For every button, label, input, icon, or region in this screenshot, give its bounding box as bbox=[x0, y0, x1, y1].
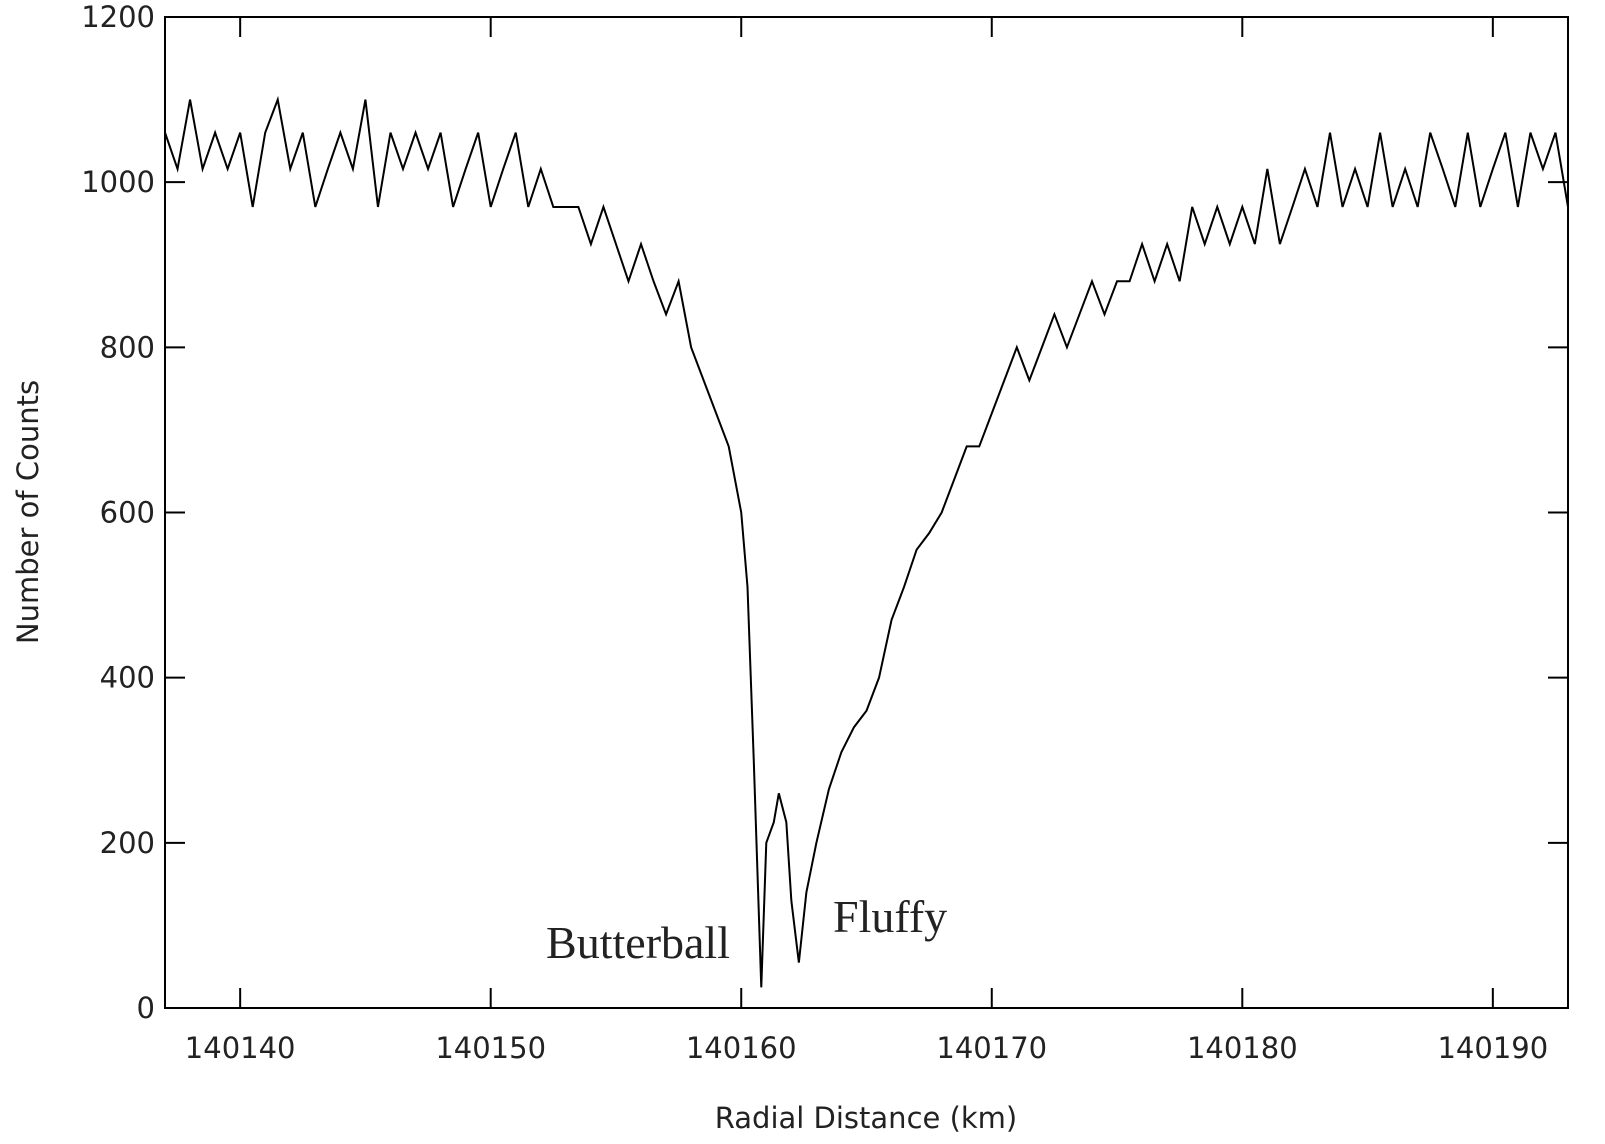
y-tick-label: 800 bbox=[100, 330, 155, 364]
y-axis-label: Number of Counts bbox=[11, 380, 45, 644]
x-tick-label: 140140 bbox=[185, 1031, 296, 1065]
data-line bbox=[164, 95, 1569, 988]
x-tick-label: 140170 bbox=[936, 1031, 1047, 1065]
y-tick-label: 1200 bbox=[81, 0, 155, 34]
y-tick-label: 400 bbox=[100, 661, 155, 695]
annotation: Fluffy bbox=[833, 891, 947, 942]
y-tick-label: 200 bbox=[100, 826, 155, 860]
x-tick-label: 140190 bbox=[1437, 1031, 1548, 1065]
x-axis-label: Radial Distance (km) bbox=[715, 1101, 1018, 1135]
y-tick-label: 0 bbox=[137, 991, 155, 1025]
plot-frame bbox=[164, 16, 1569, 1009]
x-tick-label: 140160 bbox=[686, 1031, 797, 1065]
y-tick-label: 600 bbox=[100, 496, 155, 530]
x-tick-label: 140180 bbox=[1187, 1031, 1298, 1065]
annotation: Butterball bbox=[546, 917, 730, 968]
x-tick-label: 140150 bbox=[435, 1031, 546, 1065]
y-tick-label: 1000 bbox=[81, 165, 155, 199]
